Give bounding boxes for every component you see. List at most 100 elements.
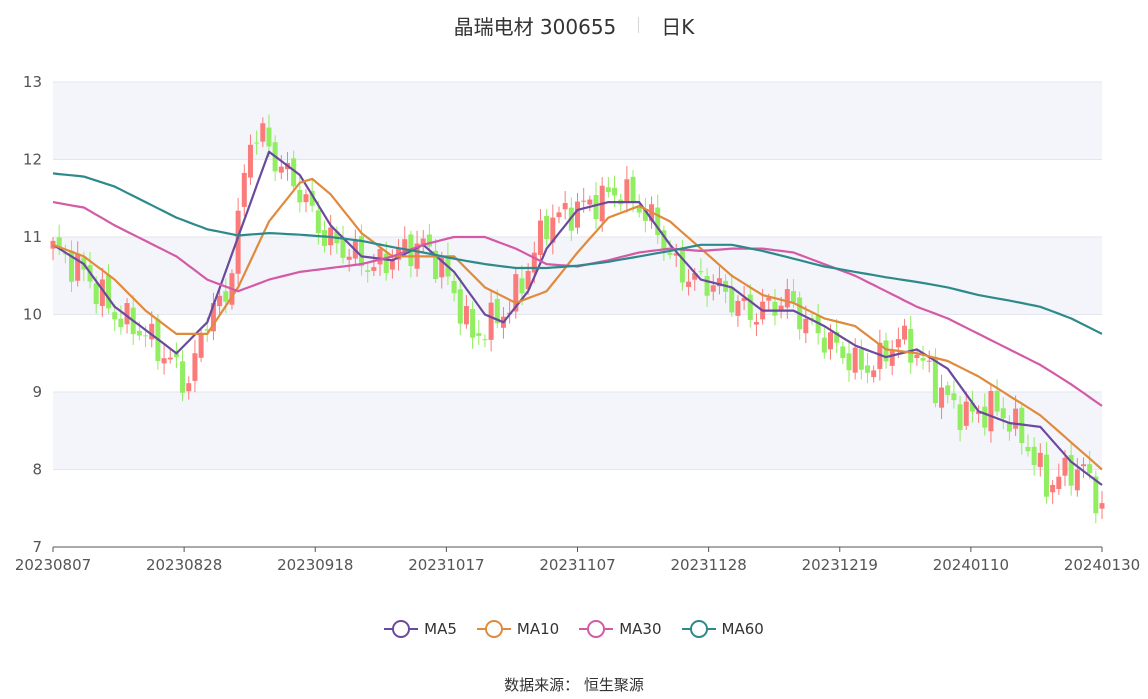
candle-down <box>747 294 753 320</box>
candle-up <box>914 354 920 359</box>
candle-up <box>149 323 155 340</box>
legend-item-ma30[interactable]: MA30 <box>579 620 662 638</box>
candle-up <box>716 278 722 287</box>
candle-up <box>463 306 469 325</box>
candle-up <box>1013 408 1019 429</box>
candle-down <box>932 356 938 404</box>
candle-down <box>297 189 303 203</box>
candle-up <box>581 200 587 202</box>
x-tick-label: 20231017 <box>408 556 484 574</box>
candle-down <box>118 318 124 328</box>
candle-down <box>62 253 68 255</box>
candle-up <box>710 285 716 292</box>
candle-down <box>322 230 328 246</box>
candle-up <box>575 201 580 228</box>
candle-down <box>93 283 99 305</box>
candle-down <box>254 142 260 144</box>
candle-up <box>988 390 994 432</box>
candle-up <box>439 257 445 278</box>
data-source: 数据来源： 恒生聚源 <box>504 676 644 694</box>
candle-up <box>556 212 562 218</box>
candle-up <box>1074 469 1080 491</box>
candle-up <box>871 370 877 378</box>
candle-up <box>976 411 982 415</box>
candle-down <box>457 289 463 324</box>
grid-band <box>53 82 1102 160</box>
candle-up <box>550 217 556 243</box>
candle-down <box>920 357 926 361</box>
candle-down <box>630 176 636 202</box>
candle-down <box>612 187 618 196</box>
candle-down <box>451 280 457 294</box>
candle-down <box>56 237 62 249</box>
candle-down <box>112 312 118 320</box>
candle-up <box>587 199 593 205</box>
candle-up <box>124 303 130 325</box>
candle-up <box>624 179 630 204</box>
candle-down <box>1093 476 1099 514</box>
x-tick-label: 20231107 <box>539 556 615 574</box>
candle-up <box>686 281 692 287</box>
candle-down <box>994 390 1000 412</box>
legend-item-ma60[interactable]: MA60 <box>681 620 764 638</box>
y-tick-label: 13 <box>23 73 42 91</box>
legend-item-ma10[interactable]: MA10 <box>476 620 559 638</box>
candle-down <box>840 346 846 358</box>
candle-down <box>1031 446 1037 465</box>
candle-up <box>402 239 408 252</box>
candle-down <box>365 270 371 272</box>
y-tick-label: 7 <box>32 538 42 556</box>
y-tick-label: 10 <box>23 306 42 324</box>
candle-up <box>241 172 247 207</box>
candle-up <box>217 295 223 307</box>
candle-down <box>667 252 673 255</box>
candle-up <box>963 401 969 426</box>
candle-down <box>679 249 685 283</box>
candle-down <box>426 234 432 247</box>
candle-down <box>482 339 488 341</box>
candle-up <box>371 267 377 271</box>
candle-up <box>1080 464 1086 467</box>
candle-down <box>494 298 500 324</box>
candle-down <box>315 210 321 233</box>
candle-down <box>180 361 186 393</box>
candle-up <box>278 166 284 173</box>
candle-down <box>1043 454 1049 497</box>
x-tick-label: 20240130 <box>1064 556 1140 574</box>
candle-up <box>161 358 167 364</box>
candle-down <box>982 406 988 428</box>
candle-down <box>655 207 661 236</box>
grid-band <box>53 237 1102 315</box>
x-tick-label: 20231219 <box>802 556 878 574</box>
candle-up <box>186 383 192 392</box>
candlestick-chart: 7 8 9 10 11 12 13 20230807 20230828 20230918 20231… <box>15 73 1140 574</box>
title-divider <box>638 17 640 33</box>
candle-down <box>69 250 75 282</box>
candle-up <box>753 321 759 325</box>
candle-up <box>537 220 543 255</box>
candle-up <box>562 203 568 210</box>
candle-down <box>1025 447 1031 452</box>
candle-down <box>883 340 889 362</box>
chart-title: 晶瑞电材 300655 日K <box>0 10 1148 40</box>
candle-up <box>827 332 833 350</box>
candle-up <box>735 300 741 316</box>
candle-down <box>908 328 914 363</box>
candle-up <box>803 318 809 334</box>
candle-down <box>605 187 611 193</box>
candle-down <box>821 337 827 353</box>
candle-up <box>902 325 908 340</box>
x-tick-label: 20231128 <box>670 556 746 574</box>
candle-down <box>204 329 210 331</box>
candle-down <box>865 365 871 373</box>
y-tick-label: 11 <box>23 228 42 246</box>
candle-up <box>1037 452 1043 467</box>
candle-down <box>969 402 975 412</box>
x-tick-label: 20230828 <box>146 556 222 574</box>
candle-down <box>846 353 852 371</box>
candle-up <box>531 252 537 273</box>
legend-item-ma5[interactable]: MA5 <box>384 620 457 638</box>
candle-down <box>1087 464 1093 474</box>
line-ma60 <box>52 172 1103 335</box>
candle-up <box>377 249 383 265</box>
